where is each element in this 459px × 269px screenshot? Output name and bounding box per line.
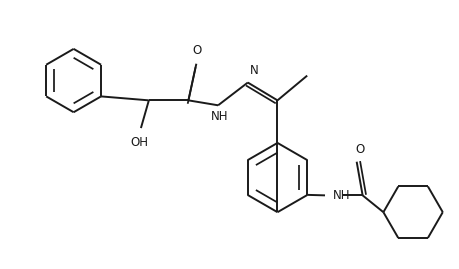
Text: N: N (250, 63, 258, 77)
Text: OH: OH (130, 136, 148, 149)
Text: NH: NH (333, 189, 350, 202)
Text: O: O (193, 44, 202, 57)
Text: NH: NH (211, 110, 229, 123)
Text: O: O (355, 143, 364, 156)
